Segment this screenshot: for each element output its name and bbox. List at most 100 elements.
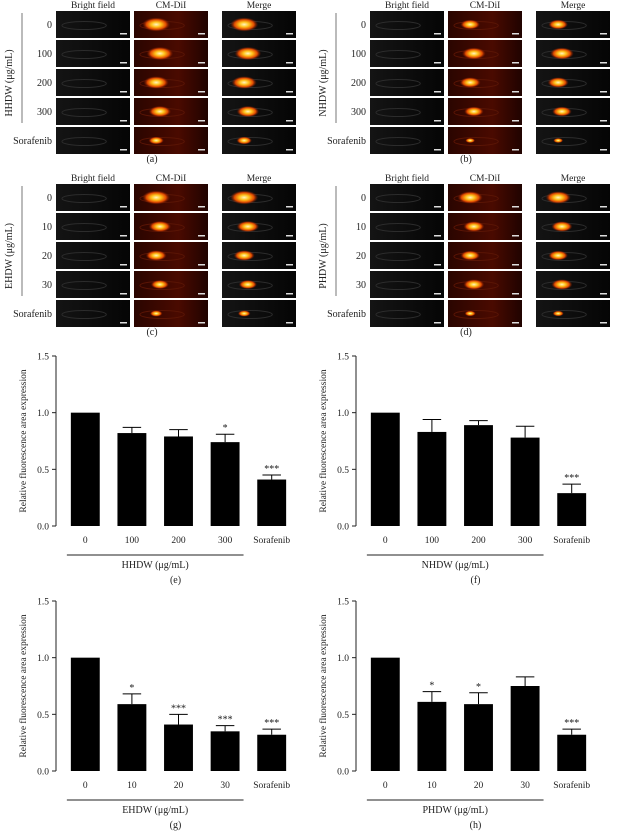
panel-label: (e) (170, 575, 181, 586)
bar (417, 701, 447, 771)
fluorescence-image (448, 242, 522, 269)
bar-chart-g: 0.0 0.5 1.0 1.5 Relative fluorescence area e… (18, 598, 290, 831)
bar (510, 437, 540, 526)
bar (257, 479, 287, 526)
bright-field-image (56, 242, 130, 269)
x-tick-label: 200 (171, 536, 186, 546)
panel-label: (c) (146, 327, 157, 338)
image-panel-b: Bright field CM-DiI Merge NHDW (μg/mL) 0 100 2… (318, 0, 610, 165)
merge-image (222, 127, 296, 154)
x-axis-label: EHDW (μg/mL) (122, 805, 188, 816)
x-tick-label: 10 (127, 781, 137, 791)
bar (70, 412, 100, 526)
panel-label: (g) (170, 820, 182, 831)
row-label: 30 (356, 280, 366, 291)
bar (70, 657, 100, 771)
image-panel-c: Bright field CM-DiI Merge EHDW (μg/mL) 0 10 20… (4, 173, 296, 338)
x-tick-label: 10 (427, 781, 437, 791)
panel-ylabel: HHDW (μg/mL) (4, 49, 15, 116)
bar (464, 425, 493, 526)
bar (370, 657, 400, 771)
row-label: 300 (37, 107, 52, 118)
y-tick-label: 1.5 (337, 598, 349, 608)
x-axis-label: PHDW (μg/mL) (422, 805, 487, 816)
image-panel-a: Bright field CM-DiI Merge HHDW (μg/mL) 0 100 2… (4, 0, 296, 165)
bright-field-image (56, 11, 130, 38)
row-label: 0 (47, 20, 52, 31)
row-label: 100 (351, 49, 366, 60)
fluorescence-image (134, 11, 208, 38)
column-header: Bright field (385, 0, 429, 11)
row-label: 0 (361, 20, 366, 31)
significance-marker: *** (564, 718, 579, 729)
x-tick-label: 0 (383, 536, 388, 546)
fluorescence-image (134, 98, 208, 125)
bar (117, 704, 147, 771)
merge-image (222, 69, 296, 96)
significance-marker: * (129, 683, 134, 694)
bar (557, 493, 587, 526)
bright-field-image (370, 271, 444, 298)
fluorescence-image (448, 11, 522, 38)
row-label: 300 (351, 107, 366, 118)
y-tick-label: 1.0 (337, 654, 349, 664)
bar (257, 734, 287, 771)
merge-image (536, 300, 610, 327)
panel-ylabel: EHDW (μg/mL) (4, 223, 15, 289)
bar (210, 442, 240, 526)
bar-chart-f: 0.0 0.5 1.0 1.5 Relative fluorescence area e… (318, 353, 590, 587)
y-tick-label: 0.5 (37, 711, 49, 721)
x-tick-label: 0 (383, 781, 388, 791)
x-tick-label: 20 (474, 781, 484, 791)
bright-field-image (56, 300, 130, 327)
merge-image (222, 242, 296, 269)
bar-chart-h: 0.0 0.5 1.0 1.5 Relative fluorescence area e… (318, 598, 590, 831)
bright-field-image (56, 184, 130, 211)
row-label: 200 (37, 78, 52, 89)
significance-marker: *** (564, 473, 579, 484)
merge-image (536, 40, 610, 67)
column-header: Merge (561, 174, 586, 184)
significance-marker: *** (218, 715, 233, 726)
fluorescence-image (448, 213, 522, 240)
bright-field-image (56, 127, 130, 154)
x-axis-label: HHDW (μg/mL) (122, 560, 189, 571)
column-header: CM-DiI (156, 174, 187, 184)
row-label: 100 (37, 49, 52, 60)
bright-field-image (56, 213, 130, 240)
bar (164, 436, 193, 526)
bar (510, 686, 540, 771)
x-tick-label: 30 (520, 781, 530, 791)
y-axis-label: Relative fluorescence area expression (318, 614, 329, 757)
bright-field-image (370, 242, 444, 269)
bright-field-image (370, 213, 444, 240)
bright-field-image (370, 127, 444, 154)
merge-image (222, 98, 296, 125)
x-tick-label: Sorafenib (253, 535, 290, 546)
merge-image (222, 300, 296, 327)
bar (117, 433, 147, 526)
x-tick-label: 0 (83, 781, 88, 791)
bar (164, 724, 193, 771)
merge-image (222, 184, 296, 211)
column-header: Merge (561, 1, 586, 11)
x-tick-label: 300 (518, 536, 533, 546)
significance-marker: *** (264, 464, 279, 475)
y-tick-label: 0.5 (337, 466, 349, 476)
y-tick-label: 0.5 (337, 711, 349, 721)
merge-image (536, 184, 610, 211)
x-tick-label: Sorafenib (553, 780, 590, 791)
merge-image (536, 98, 610, 125)
column-header: CM-DiI (470, 174, 501, 184)
y-tick-label: 1.5 (37, 353, 49, 363)
merge-image (222, 271, 296, 298)
fluorescence-image (448, 69, 522, 96)
fluorescence-image (448, 40, 522, 67)
row-label: 10 (356, 222, 366, 233)
panel-label: (h) (470, 820, 482, 831)
panel-label: (b) (460, 154, 472, 165)
merge-image (536, 69, 610, 96)
x-tick-label: 20 (174, 781, 184, 791)
panel-ylabel: PHDW (μg/mL) (318, 223, 329, 288)
